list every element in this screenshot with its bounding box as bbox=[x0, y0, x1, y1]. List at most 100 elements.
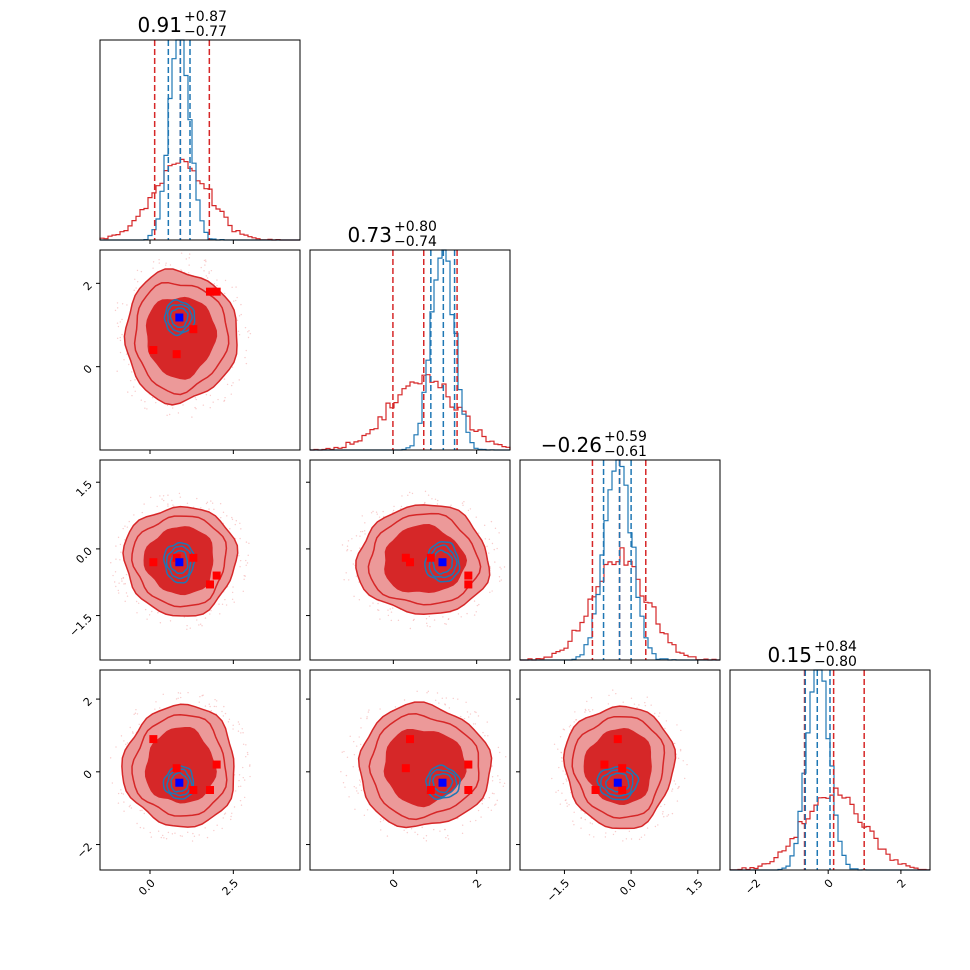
sample-point bbox=[232, 382, 234, 384]
sample-point bbox=[350, 550, 352, 552]
sample-point bbox=[674, 783, 677, 785]
sample-point bbox=[390, 611, 393, 613]
sample-point bbox=[177, 697, 179, 699]
sample-point bbox=[575, 719, 578, 721]
sample-point bbox=[666, 815, 668, 817]
blue-contour bbox=[432, 549, 454, 575]
sample-point bbox=[247, 336, 250, 339]
sample-point bbox=[667, 814, 670, 816]
sample-point bbox=[146, 618, 148, 620]
sample-point bbox=[346, 548, 349, 551]
panel-content bbox=[551, 689, 688, 842]
sample-point bbox=[487, 806, 489, 809]
sample-point bbox=[355, 745, 358, 747]
panel-frame bbox=[729, 669, 931, 871]
sample-point bbox=[680, 729, 682, 732]
blue-contour bbox=[170, 771, 190, 793]
sample-point bbox=[180, 696, 182, 699]
red-marker bbox=[618, 786, 627, 794]
sample-point bbox=[111, 782, 114, 784]
sample-point bbox=[344, 786, 346, 788]
sample-point bbox=[144, 407, 146, 409]
sample-point bbox=[125, 353, 128, 355]
sample-point bbox=[140, 399, 142, 401]
sample-point bbox=[213, 705, 216, 708]
sample-point bbox=[588, 709, 590, 711]
sample-point bbox=[673, 780, 675, 782]
panel-frame bbox=[99, 249, 301, 451]
red-marker bbox=[149, 558, 158, 567]
sample-point bbox=[130, 371, 133, 373]
sample-point bbox=[165, 262, 167, 264]
x-tick-label: −2 bbox=[743, 877, 764, 898]
sample-point bbox=[237, 721, 240, 723]
sample-point bbox=[208, 272, 210, 275]
sample-point bbox=[353, 753, 356, 756]
sample-point bbox=[233, 806, 236, 808]
sample-point bbox=[658, 712, 661, 714]
sample-point bbox=[231, 286, 233, 289]
sample-point bbox=[132, 386, 135, 388]
sample-point bbox=[563, 729, 566, 731]
sample-point bbox=[568, 726, 571, 728]
sample-point bbox=[134, 712, 137, 714]
sample-point bbox=[115, 746, 117, 748]
sample-point bbox=[240, 303, 242, 306]
sample-point bbox=[161, 834, 164, 837]
sample-point bbox=[134, 390, 136, 392]
sample-point bbox=[247, 554, 249, 557]
sample-point bbox=[226, 383, 229, 386]
sample-point bbox=[411, 492, 414, 495]
sample-point bbox=[363, 814, 366, 817]
sample-point bbox=[426, 622, 428, 625]
sample-point bbox=[425, 618, 428, 620]
sample-point bbox=[481, 803, 483, 805]
sample-point bbox=[353, 740, 355, 743]
sample-point bbox=[491, 776, 494, 778]
y-tick-label: 0 bbox=[81, 362, 95, 376]
sample-point bbox=[490, 809, 493, 811]
sample-point bbox=[202, 404, 205, 406]
sample-point bbox=[477, 809, 480, 812]
sample-point bbox=[162, 693, 164, 696]
blue-marker bbox=[438, 558, 447, 567]
sample-point bbox=[219, 502, 222, 505]
sample-point bbox=[663, 816, 665, 818]
sample-point bbox=[560, 751, 562, 754]
sample-point bbox=[123, 359, 125, 361]
sample-point bbox=[115, 558, 117, 560]
sample-point bbox=[136, 281, 139, 283]
sample-point bbox=[677, 757, 680, 759]
sample-point bbox=[346, 550, 348, 552]
sample-point bbox=[128, 520, 130, 523]
sample-point bbox=[366, 716, 368, 718]
sample-point bbox=[240, 732, 242, 734]
sample-point bbox=[120, 551, 122, 553]
sample-point bbox=[584, 708, 587, 711]
sample-point bbox=[433, 619, 436, 621]
sample-point bbox=[116, 307, 119, 309]
sample-point bbox=[445, 836, 447, 839]
sample-point bbox=[224, 598, 226, 601]
sample-point bbox=[347, 540, 350, 542]
sample-point bbox=[203, 270, 205, 272]
sample-point bbox=[379, 821, 382, 823]
sample-point bbox=[409, 491, 411, 494]
sample-point bbox=[370, 512, 373, 514]
sample-point bbox=[205, 275, 207, 277]
sample-point bbox=[660, 805, 662, 808]
sample-point bbox=[580, 809, 582, 812]
sample-point bbox=[573, 721, 575, 723]
sample-point bbox=[117, 792, 120, 795]
sample-point bbox=[117, 802, 120, 804]
sample-point bbox=[355, 787, 357, 789]
sample-point bbox=[676, 800, 679, 802]
blue-contour bbox=[428, 544, 458, 579]
sample-point bbox=[499, 566, 501, 569]
sample-point bbox=[150, 836, 153, 838]
sample-point bbox=[367, 711, 370, 713]
sample-point bbox=[129, 379, 132, 382]
sample-point bbox=[208, 508, 210, 510]
sample-point bbox=[194, 397, 196, 399]
sample-point bbox=[497, 746, 500, 749]
